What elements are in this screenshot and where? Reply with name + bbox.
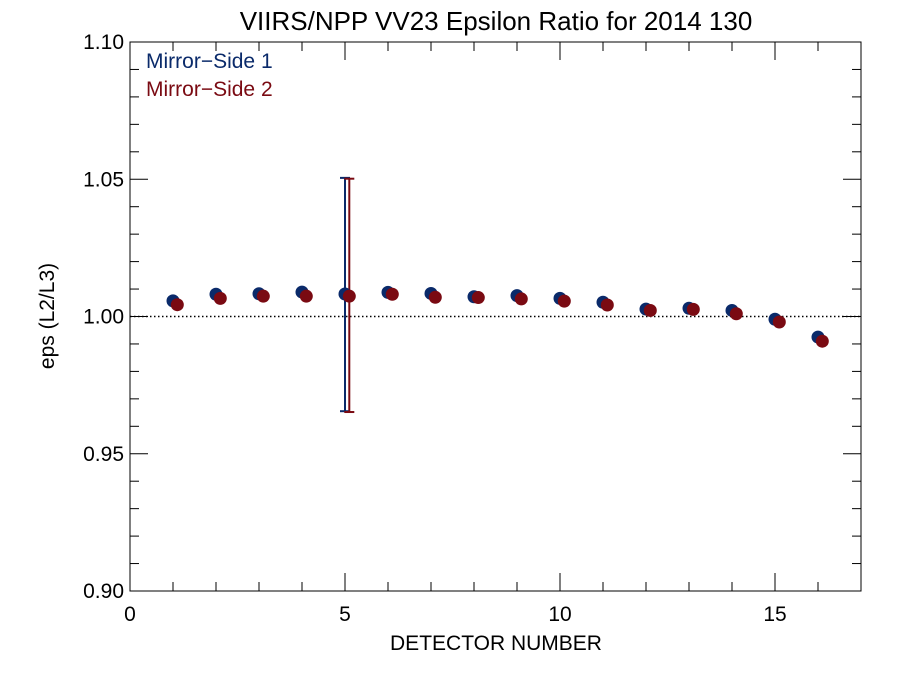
- y-tick-label: 1.10: [83, 31, 124, 54]
- legend-entry: Mirror−Side 2: [146, 78, 273, 101]
- data-point: [471, 291, 485, 305]
- x-tick-label: 5: [339, 603, 351, 626]
- legend: Mirror−Side 1 Mirror−Side 2: [146, 50, 273, 101]
- data-point: [600, 298, 614, 312]
- x-tick-label: 0: [124, 603, 136, 626]
- y-tick-label: 0.90: [83, 580, 124, 603]
- x-tick-label: 10: [548, 603, 571, 626]
- y-tick-label: 0.95: [83, 443, 124, 466]
- y-tick-label: 1.05: [83, 168, 124, 191]
- data-point: [342, 289, 356, 303]
- data-points: [166, 285, 829, 348]
- legend-entry: Mirror−Side 1: [146, 50, 273, 73]
- y-tick-label: 1.00: [83, 306, 124, 329]
- x-tick-label: 15: [763, 603, 786, 626]
- ticks-layer: 0 5 10 15 0.90 0.95 1.00 1.05 1.10: [83, 31, 862, 626]
- data-point: [514, 292, 528, 306]
- chart-title: VIIRS/NPP VV23 Epsilon Ratio for 2014 13…: [240, 6, 753, 36]
- data-point: [557, 294, 571, 308]
- data-point: [815, 334, 829, 348]
- data-point: [729, 307, 743, 321]
- data-point: [299, 289, 313, 303]
- x-axis-label: DETECTOR NUMBER: [390, 632, 602, 655]
- data-point: [170, 298, 184, 312]
- data-point: [213, 291, 227, 305]
- data-point: [686, 302, 700, 316]
- series-2: [170, 287, 829, 348]
- data-point: [772, 315, 786, 329]
- data-point: [256, 289, 270, 303]
- data-point: [385, 287, 399, 301]
- y-axis-label: eps (L2/L3): [36, 263, 59, 369]
- data-point: [643, 303, 657, 317]
- data-point: [428, 290, 442, 304]
